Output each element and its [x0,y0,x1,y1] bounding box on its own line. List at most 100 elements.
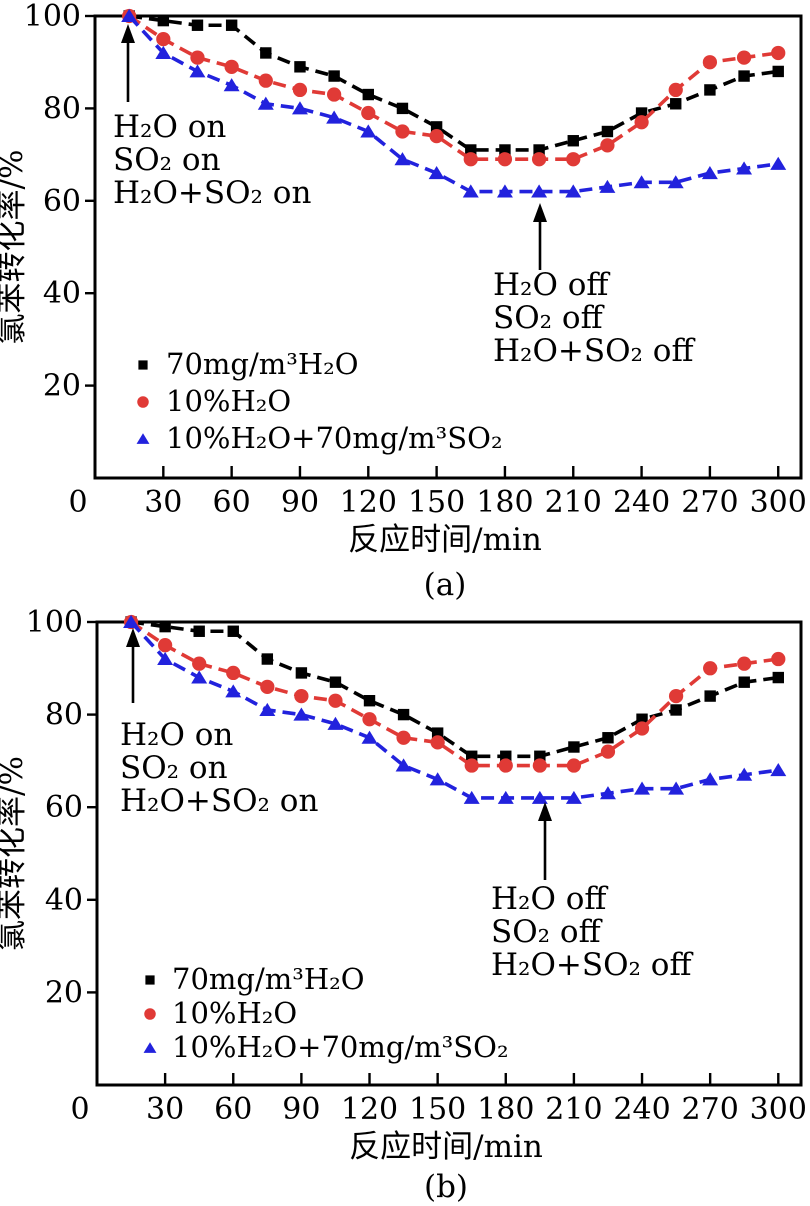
x-tick-label: 180 [476,485,533,520]
series-marker [704,690,716,702]
x-tick-label: 180 [477,1092,534,1127]
series-marker [430,121,443,133]
series-marker [328,693,343,708]
x-tick-label: 90 [281,485,319,520]
series-marker [600,744,616,759]
series-marker [328,70,340,82]
series-marker [362,712,377,727]
series-marker [395,758,412,772]
x-tick-label: 120 [341,1092,398,1127]
series-marker [533,144,545,156]
series-marker [601,125,614,138]
series-marker [531,790,548,804]
series-marker [668,82,683,98]
series-marker [361,105,376,121]
chart-caption: (a) [424,567,467,600]
series-marker [463,152,478,167]
series-marker [636,713,648,725]
series-marker [191,670,208,684]
series-marker [565,184,582,198]
chart-caption: (b) [424,1169,468,1205]
x-tick-label: 60 [214,1092,252,1127]
series-marker [702,55,718,70]
legend-label: 10%H₂O [172,996,297,1030]
series-marker [500,750,512,762]
series-marker [123,614,140,628]
series-marker [395,124,410,139]
legend-marker-circle [144,1008,156,1020]
series-marker [531,184,548,198]
series-marker [667,175,684,189]
series-marker [738,676,750,688]
series-marker [633,175,650,189]
annotation-arrowhead-icon [126,628,140,647]
series-marker [704,84,716,96]
series-marker [294,688,309,704]
series-marker [261,653,274,665]
series-marker [670,98,682,110]
series-marker [156,31,171,47]
series-marker [257,96,274,110]
x-tick-label: 120 [340,485,397,520]
series-marker [191,19,204,31]
series-marker [531,152,547,167]
legend-label: 70mg/m³H₂O [166,347,359,381]
series-marker [224,59,239,74]
y-tick-label: 40 [45,883,83,918]
series-marker [599,786,616,800]
series-marker [565,790,582,804]
series-marker [429,772,446,786]
annotation-text: SO₂ on [120,750,228,786]
y-tick-label: 80 [45,698,83,733]
series-marker [189,64,206,78]
series-marker [602,732,614,744]
x-tick-label: 30 [146,1092,184,1127]
x-tick-label: 0 [68,485,87,520]
series-marker [190,50,205,65]
series-marker [532,758,547,773]
series-marker [193,625,205,637]
series-marker [394,152,411,166]
chart-a-svg: 0 30 60 90 120 150 180 210 240 270 300 20 40 60 80 100 反… [0,0,807,600]
series-marker [466,750,478,762]
series-marker [770,763,787,777]
annotation-text: H₂O+SO₂ off [493,333,695,369]
series-marker [736,50,752,65]
series-marker [670,704,682,716]
x-tick-label: 90 [282,1092,320,1127]
series-marker [738,70,750,82]
series-marker [497,152,513,167]
series-marker [702,772,719,786]
series-marker [600,138,615,153]
series-marker [464,758,479,773]
series-marker [360,124,377,138]
annotation-text: H₂O off [491,881,608,917]
x-tick-label: 270 [681,485,738,520]
legend-label: 10%H₂O+70mg/m³SO₂ [166,421,503,455]
series-marker [428,165,445,180]
series-marker [534,750,546,762]
series-marker [634,721,650,736]
series-marker [772,65,784,78]
series-marker [396,730,411,745]
series-marker [772,671,784,684]
series-marker [293,707,310,721]
series-marker [225,19,238,31]
series-marker [362,88,374,101]
series-marker [155,45,172,59]
legend-marker-square [138,360,148,370]
series-marker [736,161,753,175]
x-tick-label: 210 [545,485,602,520]
series-marker [121,8,138,22]
series-marker [771,45,786,61]
y-tick-label: 60 [45,790,83,825]
annotation-text: H₂O off [493,267,610,303]
x-tick-label: 0 [70,1092,89,1127]
series-marker [703,661,718,676]
legend-marker-triangle [143,1042,157,1053]
series-marker [635,107,648,119]
x-tick-label: 30 [144,485,182,520]
series-marker [363,695,376,707]
series-marker [396,102,409,115]
